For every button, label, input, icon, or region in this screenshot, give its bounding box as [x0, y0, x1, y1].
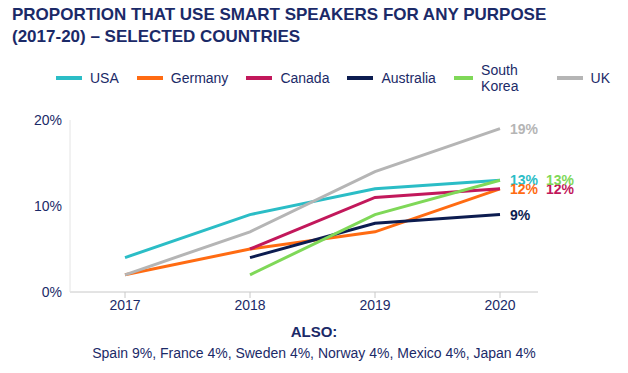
svg-text:9%: 9%	[510, 207, 531, 223]
html-text:Canada: Canada	[280, 70, 330, 86]
svg-text:12%: 12%	[546, 180, 574, 197]
html-text:ALSO:: ALSO:	[290, 323, 338, 340]
svg-text:19%: 19%	[510, 121, 539, 137]
html-text:Australia: Australia	[381, 70, 436, 86]
html-text:USA: USA	[90, 70, 119, 86]
html-text:PROPORTION THAT USE SMART SPEA: PROPORTION THAT USE SMART SPEAKERS FOR A…	[12, 5, 547, 46]
html-text:UK: UK	[590, 70, 610, 86]
svg-text:10%: 10%	[34, 198, 62, 214]
svg-text:2017: 2017	[109, 297, 140, 313]
svg-text:2020: 2020	[484, 297, 515, 313]
svg-text:12%: 12%	[510, 181, 539, 197]
svg-text:2019: 2019	[359, 297, 390, 313]
html-text:South Korea: South Korea	[481, 62, 519, 94]
svg-text:13%: 13%	[546, 172, 575, 188]
html-text:Spain 9%, France 4%, Sweden 4%: Spain 9%, France 4%, Sweden 4%, Norway 4…	[92, 345, 536, 361]
svg-text:0%: 0%	[42, 284, 62, 300]
html-text:Germany: Germany	[170, 70, 229, 86]
svg-text:2018: 2018	[234, 297, 265, 313]
svg-text:20%: 20%	[34, 112, 62, 128]
